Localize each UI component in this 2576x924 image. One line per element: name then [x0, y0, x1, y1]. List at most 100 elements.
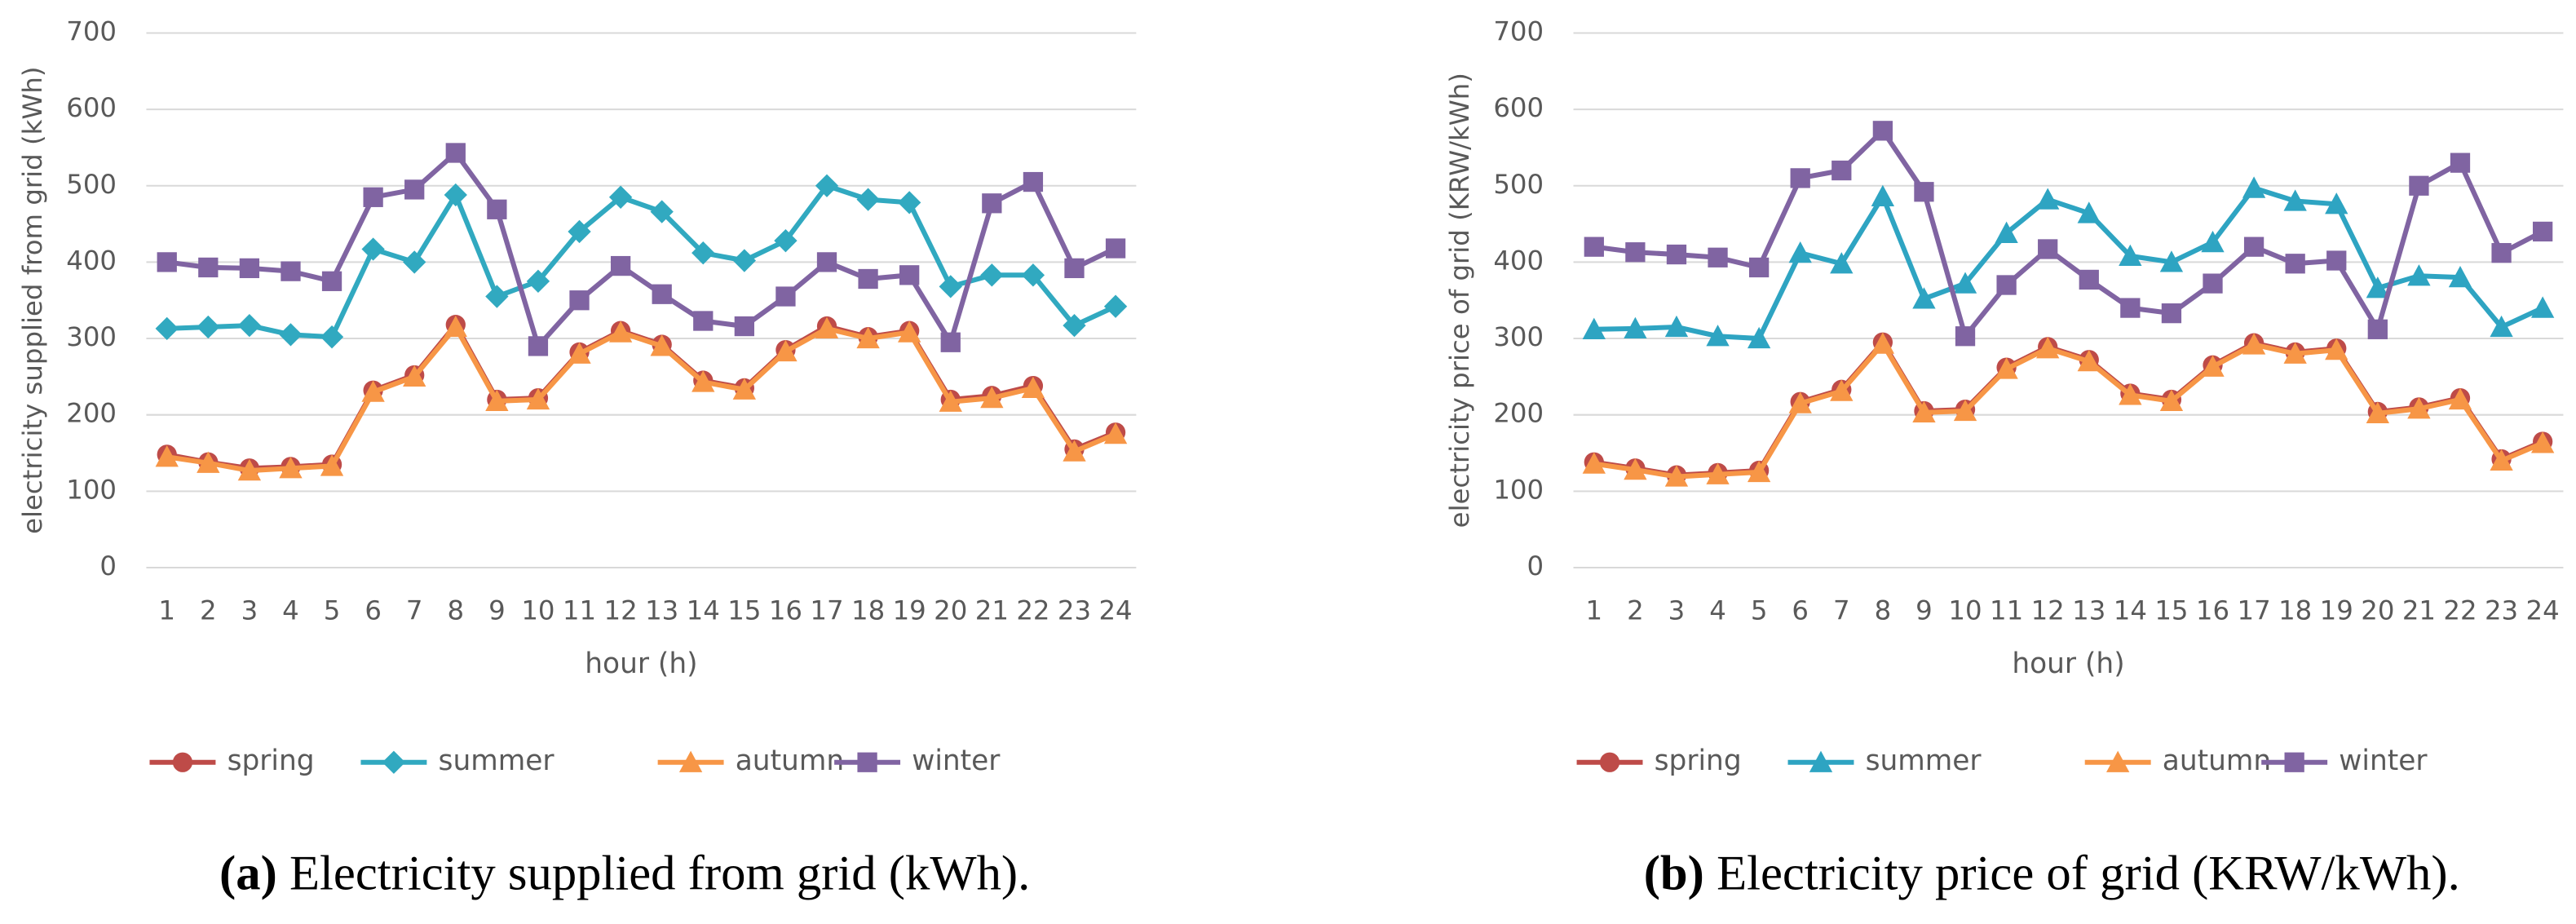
- marker: [279, 457, 303, 479]
- marker: [1664, 465, 1689, 487]
- marker: [526, 387, 550, 410]
- marker: [939, 275, 962, 298]
- y-tick-label: 300: [1493, 321, 1544, 352]
- x-tick-label: 13: [2072, 595, 2105, 626]
- marker: [691, 370, 715, 392]
- marker: [1103, 422, 1128, 444]
- y-tick-label: 300: [66, 321, 117, 352]
- marker: [2159, 389, 2184, 411]
- x-tick-label: 23: [1058, 595, 1091, 626]
- marker: [1706, 462, 1730, 484]
- legend-label: winter: [2339, 745, 2428, 777]
- marker: [155, 445, 179, 467]
- x-tick-label: 20: [2361, 595, 2394, 626]
- marker: [982, 193, 1002, 214]
- x-tick-label: 3: [1668, 595, 1686, 626]
- marker: [898, 191, 921, 214]
- x-tick-label: 11: [563, 595, 596, 626]
- x-tick-label: 17: [810, 595, 843, 626]
- marker: [157, 252, 177, 272]
- marker: [1995, 221, 2018, 243]
- marker: [1584, 237, 1604, 257]
- x-tick-label: 5: [1751, 595, 1768, 626]
- series-line: [1593, 128, 2544, 339]
- x-tick-label: 19: [893, 595, 926, 626]
- marker: [1912, 287, 1936, 309]
- series-line: [166, 150, 1117, 349]
- marker: [2409, 175, 2429, 196]
- marker: [1995, 357, 2018, 379]
- y-tick-label: 100: [1493, 474, 1544, 505]
- marker: [2283, 342, 2307, 364]
- y-axis-title: electricity price of grid (KRW/kWh): [1444, 73, 1475, 528]
- marker: [197, 315, 220, 339]
- marker: [361, 380, 385, 402]
- legend-label: winter: [912, 745, 1001, 777]
- x-tick-label: 22: [1016, 595, 1049, 626]
- marker: [2533, 221, 2553, 242]
- marker: [487, 199, 507, 219]
- marker: [2325, 192, 2348, 214]
- marker: [856, 188, 880, 211]
- marker: [858, 268, 878, 290]
- x-tick-label: 9: [488, 595, 506, 626]
- y-tick-label: 400: [66, 245, 117, 276]
- legend-label: autumn: [2163, 745, 2271, 777]
- marker: [2325, 338, 2348, 360]
- marker: [2450, 153, 2471, 173]
- marker: [2490, 315, 2513, 338]
- marker: [1831, 160, 1852, 181]
- marker: [361, 237, 385, 261]
- x-tick-label: 9: [1915, 595, 1933, 626]
- marker: [2366, 401, 2389, 423]
- marker: [815, 174, 839, 197]
- marker: [568, 342, 591, 364]
- y-tick-label: 400: [1493, 245, 1544, 276]
- caption: (b) Electricity price of grid (KRW/kWh).: [1644, 846, 2460, 900]
- marker: [774, 339, 798, 362]
- legend-label: summer: [1866, 745, 1982, 777]
- caption-label: (a): [219, 846, 277, 900]
- marker: [2242, 333, 2266, 355]
- x-tick-label: 24: [2526, 595, 2560, 626]
- marker: [363, 187, 383, 207]
- marker: [2326, 250, 2347, 271]
- marker: [650, 334, 674, 356]
- marker: [652, 284, 672, 304]
- marker: [1748, 257, 1770, 278]
- marker: [1021, 263, 1045, 287]
- x-tick-label: 22: [2443, 595, 2477, 626]
- marker: [1664, 315, 1689, 338]
- marker: [320, 454, 344, 476]
- marker: [197, 451, 220, 473]
- legend-label: spring: [1655, 745, 1742, 777]
- y-tick-label: 0: [1527, 550, 1544, 581]
- x-axis-title: hour (h): [585, 648, 697, 680]
- series-line: [166, 322, 1117, 471]
- marker: [1872, 121, 1893, 141]
- marker: [899, 265, 920, 285]
- marker: [980, 263, 1004, 287]
- marker: [404, 179, 425, 200]
- x-tick-label: 1: [1586, 595, 1603, 626]
- marker: [279, 323, 303, 347]
- marker: [2284, 752, 2304, 772]
- marker: [1830, 379, 1854, 401]
- marker: [2490, 449, 2513, 471]
- legend-label: autumn: [736, 745, 844, 777]
- marker: [857, 752, 877, 772]
- marker: [239, 258, 260, 279]
- x-tick-label: 14: [2114, 595, 2147, 626]
- marker: [1064, 258, 1085, 279]
- y-tick-label: 500: [1493, 169, 1544, 200]
- marker: [172, 752, 193, 772]
- marker: [1706, 325, 1730, 347]
- marker: [734, 316, 754, 337]
- x-tick-label: 8: [1875, 595, 1892, 626]
- marker: [2491, 243, 2512, 263]
- marker: [403, 365, 426, 387]
- marker: [2242, 176, 2266, 198]
- marker: [444, 183, 467, 207]
- x-tick-label: 16: [2196, 595, 2229, 626]
